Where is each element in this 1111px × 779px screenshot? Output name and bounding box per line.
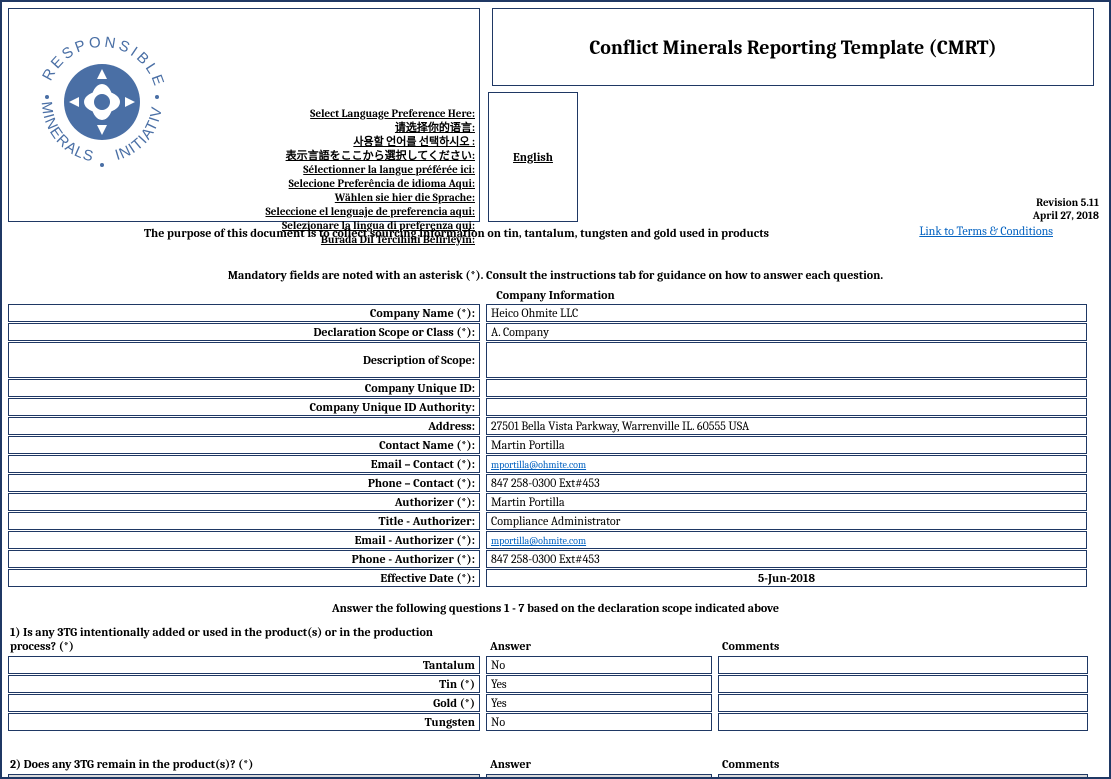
question-1-text: 1) Is any 3TG intentionally added or use… bbox=[8, 625, 480, 655]
question-1-block: 1) Is any 3TG intentionally added or use… bbox=[8, 625, 1103, 731]
q1-comment-input[interactable] bbox=[718, 675, 1088, 693]
q2-row-label bbox=[8, 774, 480, 779]
field-label: Phone – Contact (*): bbox=[8, 474, 480, 492]
q1-comment-input[interactable] bbox=[718, 694, 1088, 712]
declaration-scope-input[interactable]: A. Company bbox=[486, 323, 1087, 341]
field-label: Company Name (*): bbox=[8, 304, 480, 322]
mandatory-note: Mandatory fields are noted with an aster… bbox=[2, 268, 1109, 282]
field-label: Company Unique ID Authority: bbox=[8, 398, 480, 416]
q1-comment-input[interactable] bbox=[718, 656, 1088, 674]
terms-link[interactable]: Link to Terms & Conditions bbox=[919, 224, 1053, 238]
field-label: Title - Authorizer: bbox=[8, 512, 480, 530]
contact-name-input[interactable]: Martin Portilla bbox=[486, 436, 1087, 454]
revision-number: Revision 5.11 bbox=[1033, 196, 1099, 209]
company-id-auth-input[interactable] bbox=[486, 398, 1087, 416]
comments-header: Comments bbox=[718, 639, 1088, 655]
q1-comment-input[interactable] bbox=[718, 713, 1088, 731]
description-scope-input[interactable] bbox=[486, 342, 1087, 378]
logo-language-box: RESPONSIBLE MINERALS INITIATIVE Select L… bbox=[8, 8, 480, 222]
q1-row-label: Tungsten bbox=[8, 713, 480, 731]
q1-answer-input[interactable]: Yes bbox=[486, 675, 712, 693]
company-info-form: Company Name (*): Heico Ohmite LLC Declar… bbox=[8, 304, 1103, 587]
email-authorizer-input[interactable]: mportilla@ohmite.com bbox=[486, 531, 1087, 549]
question-2-block: 2) Does any 3TG remain in the product(s)… bbox=[8, 757, 1103, 779]
field-label: Effective Date (*): bbox=[8, 569, 480, 587]
q1-row-label: Tin (*) bbox=[8, 675, 480, 693]
email-contact-input[interactable]: mportilla@ohmite.com bbox=[486, 455, 1087, 473]
lang-prompt: Seleccione el lenguaje de preferencia aq… bbox=[265, 205, 475, 219]
purpose-text: The purpose of this document is to colle… bbox=[144, 226, 769, 240]
document-title: Conflict Minerals Reporting Template (CM… bbox=[492, 8, 1094, 86]
field-label: Phone - Authorizer (*): bbox=[8, 550, 480, 568]
revision-info: Revision 5.11 April 27, 2018 bbox=[1033, 196, 1099, 222]
lang-prompt: Select Language Preference Here: bbox=[265, 107, 475, 121]
q2-answer-input[interactable] bbox=[486, 774, 712, 779]
field-label: Company Unique ID: bbox=[8, 379, 480, 397]
q1-answer-input[interactable]: Yes bbox=[486, 694, 712, 712]
field-label: Authorizer (*): bbox=[8, 493, 480, 511]
field-label: Contact Name (*): bbox=[8, 436, 480, 454]
lang-prompt: Selecione Preferência de idioma Aqui: bbox=[265, 177, 475, 191]
title-authorizer-input[interactable]: Compliance Administrator bbox=[486, 512, 1087, 530]
q1-row-label: Tantalum bbox=[8, 656, 480, 674]
phone-authorizer-input[interactable]: 847 258-0300 Ext#453 bbox=[486, 550, 1087, 568]
lang-prompt: Wählen sie hier die Sprache: bbox=[265, 191, 475, 205]
language-selector[interactable]: English bbox=[488, 92, 578, 222]
field-label: Declaration Scope or Class (*): bbox=[8, 323, 480, 341]
comments-header: Comments bbox=[718, 757, 1088, 773]
address-input[interactable]: 27501 Bella Vista Parkway, Warrenville I… bbox=[486, 417, 1087, 435]
q1-answer-input[interactable]: No bbox=[486, 713, 712, 731]
email-link[interactable]: mportilla@ohmite.com bbox=[491, 535, 586, 547]
revision-date: April 27, 2018 bbox=[1033, 209, 1099, 222]
email-link[interactable]: mportilla@ohmite.com bbox=[491, 459, 586, 471]
company-id-input[interactable] bbox=[486, 379, 1087, 397]
rmi-logo-icon: RESPONSIBLE MINERALS INITIATIVE bbox=[17, 17, 187, 187]
phone-contact-input[interactable]: 847 258-0300 Ext#453 bbox=[486, 474, 1087, 492]
question-2-text: 2) Does any 3TG remain in the product(s)… bbox=[8, 757, 480, 773]
lang-prompt: 表示言語をここから選択してください: bbox=[265, 149, 475, 163]
authorizer-input[interactable]: Martin Portilla bbox=[486, 493, 1087, 511]
field-label: Description of Scope: bbox=[8, 342, 480, 378]
company-name-input[interactable]: Heico Ohmite LLC bbox=[486, 304, 1087, 322]
questions-instruction: Answer the following questions 1 - 7 bas… bbox=[2, 601, 1109, 615]
effective-date-input[interactable]: 5-Jun-2018 bbox=[486, 569, 1087, 587]
lang-prompt: 사용할 언어를 선택하시오 : bbox=[265, 135, 475, 149]
q2-comment-input[interactable] bbox=[718, 774, 1088, 779]
answer-header: Answer bbox=[486, 639, 712, 655]
document-page: RESPONSIBLE MINERALS INITIATIVE Select L… bbox=[0, 0, 1111, 779]
lang-prompt: 请选择你的语言: bbox=[265, 121, 475, 135]
field-label: Email – Contact (*): bbox=[8, 455, 480, 473]
company-info-heading: Company Information bbox=[2, 288, 1109, 302]
q1-row-label: Gold (*) bbox=[8, 694, 480, 712]
q1-answer-input[interactable]: No bbox=[486, 656, 712, 674]
answer-header: Answer bbox=[486, 757, 712, 773]
lang-prompt: Sélectionner la langue préférée ici: bbox=[265, 163, 475, 177]
field-label: Address: bbox=[8, 417, 480, 435]
field-label: Email - Authorizer (*): bbox=[8, 531, 480, 549]
